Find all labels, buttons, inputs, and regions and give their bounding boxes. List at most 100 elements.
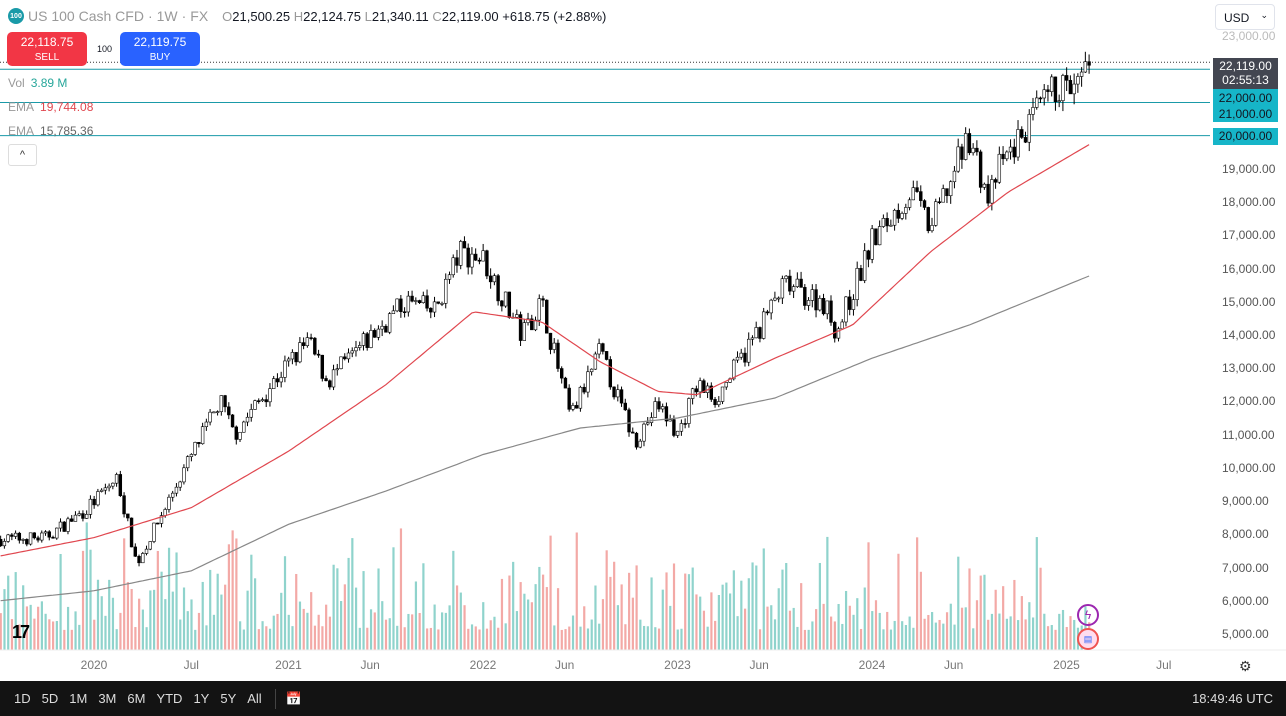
- candle-body: [350, 350, 354, 354]
- volume-bar: [553, 625, 556, 650]
- ema1-label: EMA: [8, 100, 35, 114]
- range-6m[interactable]: 6M: [127, 691, 146, 706]
- range-5y[interactable]: 5Y: [220, 691, 237, 706]
- candle-body: [376, 328, 381, 338]
- volume-bar: [792, 607, 795, 650]
- candle-body: [114, 474, 119, 484]
- candle-body: [111, 482, 115, 487]
- legend-volume[interactable]: Vol 3.89 M: [8, 76, 67, 90]
- volume-bar: [960, 607, 964, 650]
- volume-bar: [859, 628, 863, 650]
- time-tick: 2021: [275, 658, 302, 672]
- date-range-calendar-icon[interactable]: 📅: [285, 690, 302, 706]
- range-1m[interactable]: 1M: [69, 691, 88, 706]
- volume-bar: [455, 585, 459, 650]
- candle-body: [260, 399, 265, 402]
- volume-bar: [59, 553, 62, 650]
- currency-select[interactable]: USD ⌄: [1215, 4, 1275, 30]
- volume-bar: [770, 605, 773, 650]
- volume-bar: [605, 550, 608, 650]
- sell-button[interactable]: 22,118.75 SELL: [7, 32, 87, 66]
- volume-bar: [52, 621, 55, 650]
- volume-bar: [852, 614, 855, 650]
- legend-ema-50[interactable]: EMA 19,744.08: [8, 100, 93, 114]
- candle-body: [963, 133, 968, 160]
- volume-bar: [403, 627, 406, 650]
- buy-button[interactable]: 22,119.75 BUY: [120, 32, 200, 66]
- volume-bar: [949, 603, 952, 650]
- candle-body: [305, 337, 310, 346]
- level-22000: 22,000.00: [1218, 91, 1273, 105]
- us-flag-event-icon[interactable]: ▤: [1077, 628, 1099, 650]
- volume-bar: [141, 609, 144, 650]
- ema2-label: EMA: [8, 124, 35, 138]
- candle-body: [724, 382, 728, 388]
- volume-bar: [837, 603, 840, 650]
- candle-body: [245, 416, 250, 423]
- range-ytd[interactable]: YTD: [156, 691, 183, 706]
- legend-ema-200[interactable]: EMA 15,785.36: [8, 124, 93, 138]
- candle-body: [948, 181, 953, 197]
- range-1d[interactable]: 1D: [14, 691, 31, 706]
- candle-body: [866, 250, 871, 260]
- volume-bar: [699, 596, 702, 650]
- volume-bar: [104, 615, 107, 650]
- candle-body: [451, 257, 455, 276]
- volume-bar: [676, 629, 679, 650]
- volume-bar: [212, 614, 216, 650]
- candle-body: [126, 513, 130, 519]
- range-5d[interactable]: 5D: [41, 691, 59, 706]
- range-3m[interactable]: 3M: [98, 691, 117, 706]
- tradingview-logo[interactable]: 17: [12, 622, 30, 642]
- volume-bar: [1002, 586, 1005, 650]
- volume-bar: [650, 577, 653, 650]
- candle-body: [283, 360, 287, 378]
- candle-body: [739, 352, 743, 358]
- symbol-name[interactable]: US 100 Cash CFD: [28, 8, 144, 24]
- price-tick: 8,000.00: [1222, 527, 1269, 542]
- volume-bar: [44, 613, 47, 650]
- candle-body: [881, 218, 886, 227]
- collapse-legend-button[interactable]: ^: [8, 144, 37, 166]
- candle-body: [1038, 97, 1043, 100]
- volume-bar: [332, 564, 335, 650]
- interval[interactable]: 1W: [156, 8, 178, 24]
- lightning-event-icon[interactable]: ϟ: [1077, 604, 1099, 626]
- range-1y[interactable]: 1Y: [193, 691, 210, 706]
- volume-bar: [938, 619, 941, 650]
- time-tick: 2023: [664, 658, 691, 672]
- volume-bar: [904, 625, 908, 650]
- volume-bar: [998, 613, 1001, 650]
- price-chart[interactable]: [0, 0, 1286, 680]
- candle-body: [309, 337, 313, 339]
- candle-body: [993, 179, 998, 183]
- volume-bar: [1013, 579, 1016, 650]
- volume-bar: [523, 593, 526, 650]
- candle-body: [586, 371, 590, 393]
- volume-bar: [66, 606, 70, 650]
- volume-bar: [1054, 629, 1057, 650]
- low-value: 21,340.11: [371, 8, 429, 24]
- volume-bar: [253, 578, 257, 650]
- volume-bar: [710, 592, 713, 650]
- candle-body: [275, 378, 280, 383]
- volume-bar: [448, 605, 451, 650]
- volume-bar: [354, 587, 358, 650]
- candle-body: [653, 401, 657, 418]
- utc-clock[interactable]: 18:49:46 UTC: [1192, 691, 1273, 706]
- volume-bar: [422, 563, 425, 650]
- candle-body: [1012, 146, 1016, 158]
- candle-body: [313, 337, 317, 355]
- range-all[interactable]: All: [247, 691, 262, 706]
- order-quantity[interactable]: 100: [97, 44, 113, 54]
- candle-body: [488, 275, 493, 283]
- symbol-header[interactable]: 100 US 100 Cash CFD · 1W · FX O21,500.25 H…: [8, 8, 606, 24]
- time-tick: Jun: [360, 658, 380, 672]
- volume-bar: [381, 601, 384, 650]
- volume-bar: [867, 542, 870, 650]
- settings-gear-icon[interactable]: ⚙: [1239, 658, 1252, 674]
- volume-bar: [586, 628, 590, 650]
- candle-body: [152, 522, 156, 542]
- volume-bar: [0, 613, 2, 650]
- price-tick: 12,000.00: [1222, 394, 1276, 409]
